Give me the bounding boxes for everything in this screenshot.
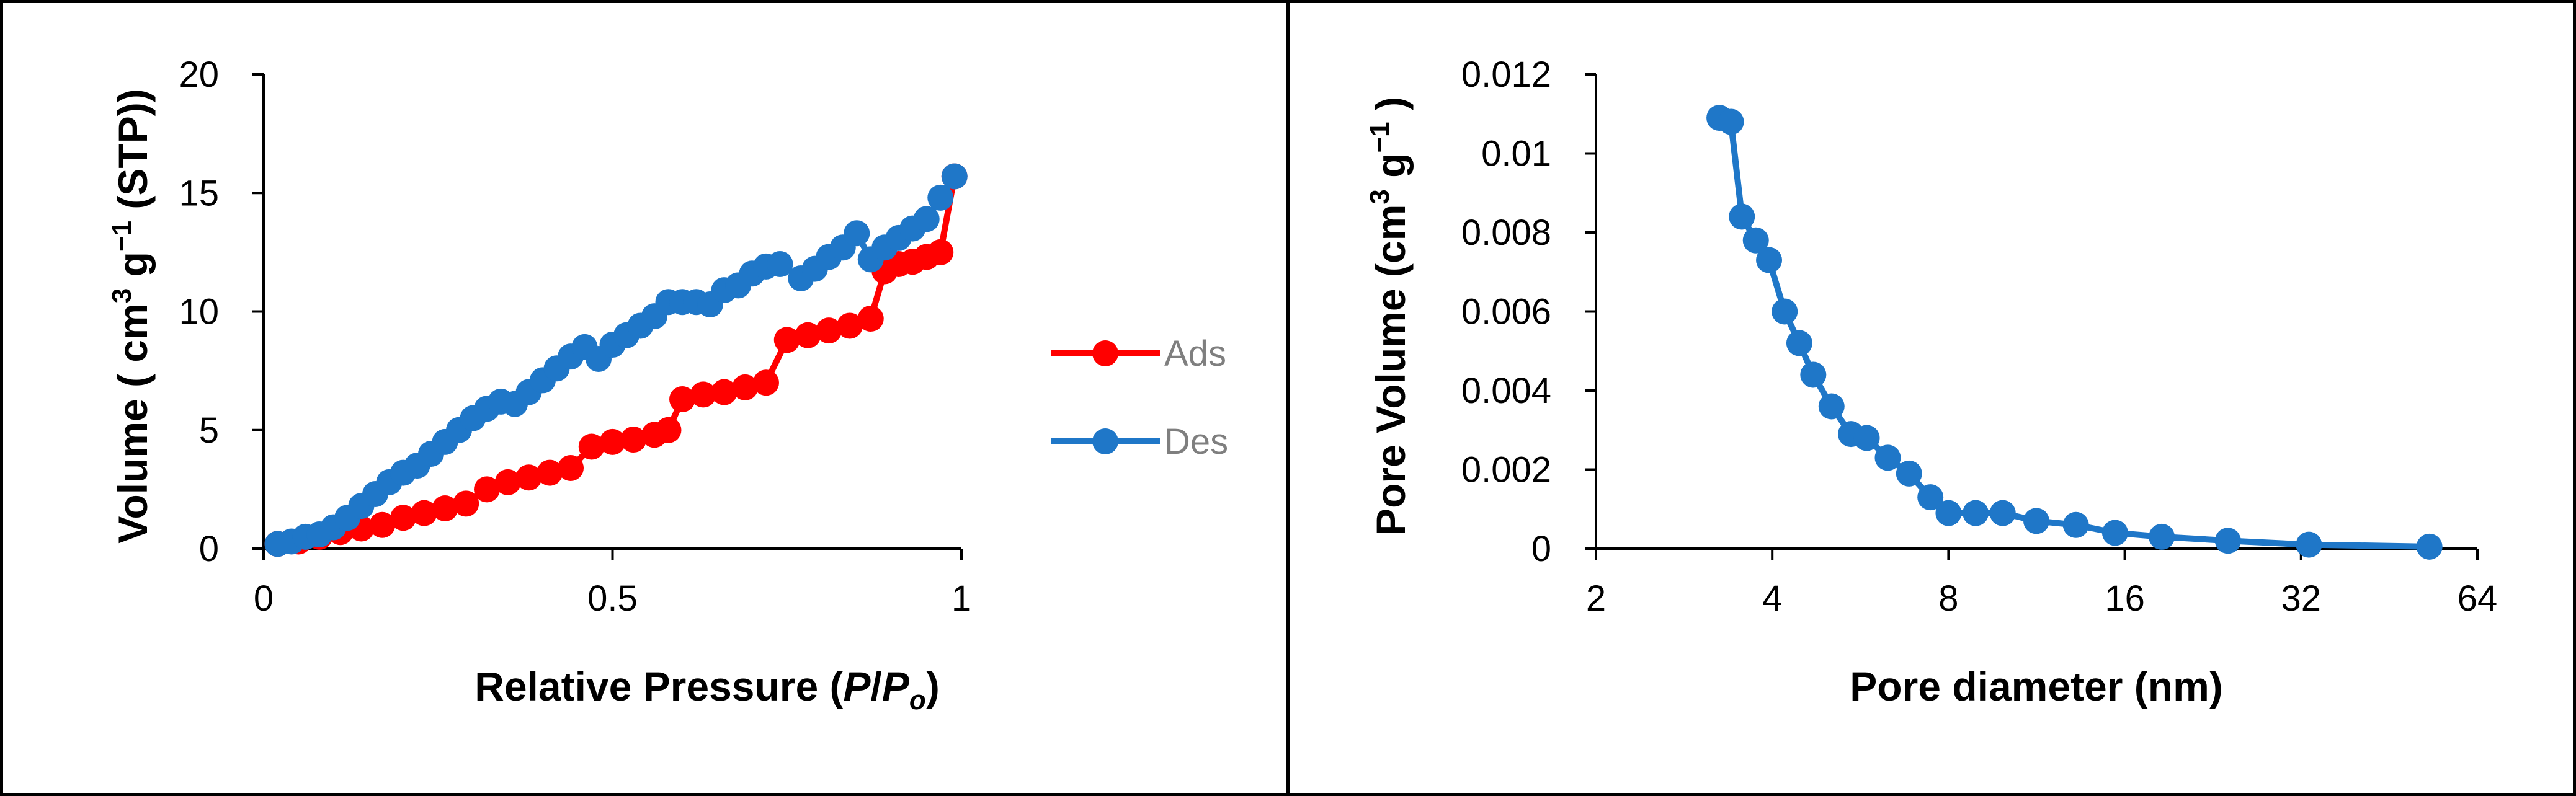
data-point-ads [927,239,954,265]
y-tick-label: 0.004 [1461,371,1551,411]
legend-marker-des [1092,428,1118,454]
data-point-ads [599,428,626,455]
x-tick-label: 64 [2458,578,2498,619]
y-axis-title: Volume ( cm3 g−1 (STP)) [107,89,156,543]
x-tick-label: 32 [2281,578,2322,619]
data-point [1772,298,1798,325]
data-point-ads [669,386,695,413]
data-point [1718,108,1744,135]
data-point [2149,523,2175,550]
data-point-ads [620,427,647,453]
data-point-des [767,251,793,277]
data-point-ads [753,369,779,396]
y-tick-label: 0.008 [1461,213,1551,253]
x-tick-label: 2 [1586,578,1606,619]
data-point [2296,531,2322,558]
data-point-ads [558,454,584,481]
right-chart-panel: 0 0.002 0.004 0.006 0.008 0.01 0.012 2 4 8 16 32 64 … [1287,0,2576,796]
data-point-des [913,206,940,232]
x-axis-title: Pore diameter (nm) [1850,663,2222,709]
data-point-ads [453,490,479,517]
data-point [1917,484,1944,511]
data-point [2023,508,2050,534]
data-point-ads [578,433,605,460]
x-tick-label: 8 [1938,578,1958,619]
data-point [1896,460,1922,487]
data-point [1818,393,1845,420]
data-point [1742,227,1769,254]
isotherm-chart: 0 5 10 15 20 0 0.5 1 Ads Des Relative Pressure (… [107,55,1228,715]
data-point-ads [411,500,437,526]
data-point [1935,500,1962,526]
x-tick-label: 1 [952,578,971,619]
data-point-des [941,163,968,190]
y-tick-label: 0.012 [1461,55,1551,95]
data-point-ads [711,379,738,405]
legend-marker-ads [1092,340,1118,366]
data-point-ads [474,476,500,503]
data-point [1963,500,1989,526]
x-tick-label: 4 [1762,578,1782,619]
data-point-ads [857,305,884,332]
x-tick-label: 0 [254,578,274,619]
data-point-ads [816,317,842,344]
y-tick-label: 15 [179,173,219,213]
series-line [1718,115,2430,550]
y-tick-label: 5 [199,410,219,451]
data-point [2416,533,2443,560]
x-tick-label: 0.5 [587,578,638,619]
data-point-ads [795,322,821,348]
legend-label-ads: Ads [1164,334,1226,374]
left-chart-panel: 0 5 10 15 20 0 0.5 1 Ads Des Relative Pressure (… [0,0,1289,796]
y-tick-label: 0.006 [1461,292,1551,332]
data-point-ads [390,505,416,531]
y-tick-label: 0 [199,529,219,569]
data-point-ads [537,459,563,486]
data-point-ads [732,374,759,400]
y-tick-label: 0 [1531,529,1551,569]
y-tick-label: 20 [179,55,219,95]
data-point [1853,425,1880,451]
data-point [1989,500,2016,526]
data-point-des [844,220,870,247]
data-point [2214,528,2241,554]
data-point-ads [837,312,863,339]
data-point [1800,361,1827,388]
data-point-ads [494,469,521,495]
data-point [2062,511,2089,538]
legend-label-des: Des [1164,422,1228,462]
y-tick-label: 10 [179,292,219,332]
data-point-ads [690,381,716,408]
x-tick-label: 16 [2105,578,2145,619]
y-tick-label: 0.01 [1481,134,1551,174]
data-point-ads [515,464,542,491]
data-point-ads [369,511,396,538]
data-point-ads [773,327,800,353]
data-point-des [927,184,954,211]
data-point [1756,247,1783,273]
y-axis-title: Pore Volume (cm3 g−1 ) [1365,97,1414,536]
data-point [1786,330,1812,356]
data-point [1874,444,1901,471]
data-point [2101,520,2128,546]
x-axis-title: Relative Pressure (P/Po) [475,663,940,715]
data-point-ads [432,495,458,521]
data-point [1729,203,1755,230]
y-tick-label: 0.002 [1461,450,1551,490]
data-point-ads [655,417,682,443]
